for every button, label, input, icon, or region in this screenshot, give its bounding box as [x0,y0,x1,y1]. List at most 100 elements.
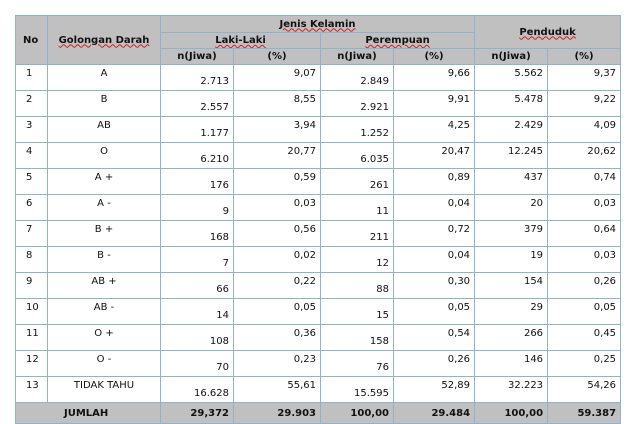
total-value-5: 100,00 [474,402,549,424]
total-value-4: 29.484 [392,402,476,424]
cell-penduduk-persen: 0,26 [547,272,622,299]
cell-penduduk-n: 146 [474,350,549,377]
table-row: 7 B + 168 0,56 211 0,72 379 0,64 [15,220,622,247]
cell-perempuan-persen: 0,89 [392,168,476,195]
table-row: 6 A - 9 0,03 11 0,04 20 0,03 [15,194,622,221]
cell-laki-n: 70 [160,350,234,377]
cell-golongan: AB - [47,298,161,325]
header-laki-n-jiwa: n(Jiwa) [160,48,234,65]
cell-laki-n: 16.628 [160,376,234,403]
cell-golongan: B + [47,220,161,247]
cell-golongan: O [47,142,161,169]
cell-laki-n: 2.557 [160,90,234,117]
cell-no: 7 [15,220,48,247]
table-row: 8 B - 7 0,02 12 0,04 19 0,03 [15,246,622,273]
cell-perempuan-persen: 0,54 [392,324,476,351]
cell-penduduk-persen: 4,09 [547,116,622,143]
cell-no: 9 [15,272,48,299]
cell-golongan: O + [47,324,161,351]
cell-perempuan-persen: 9,91 [392,90,476,117]
cell-laki-n: 168 [160,220,234,247]
cell-no: 12 [15,350,48,377]
cell-penduduk-n: 437 [474,168,549,195]
cell-laki-persen: 20,77 [233,142,321,169]
total-value-3: 100,00 [320,402,394,424]
total-value-6: 59.387 [547,402,622,424]
blood-type-table-container: No Golongan Darah Jenis Kelamin Penduduk… [15,15,622,424]
table-row: 5 A + 176 0,59 261 0,89 437 0,74 [15,168,622,195]
header-perempuan-persen: (%) [392,48,476,65]
cell-golongan: A [47,64,161,91]
cell-penduduk-n: 19 [474,246,549,273]
cell-laki-n: 14 [160,298,234,325]
table-row: 4 O 6.210 20,77 6.035 20,47 12.245 20,62 [15,142,622,169]
cell-golongan: TIDAK TAHU [47,376,161,403]
header-perempuan: Perempuan [319,32,476,49]
cell-laki-persen: 0,05 [233,298,321,325]
cell-no: 11 [15,324,48,351]
cell-laki-persen: 0,56 [233,220,321,247]
cell-perempuan-persen: 0,05 [392,298,476,325]
cell-perempuan-n: 2.849 [320,64,394,91]
cell-penduduk-n: 5.562 [474,64,549,91]
header-laki-persen: (%) [233,48,321,65]
table-row: 2 B 2.557 8,55 2.921 9,91 5.478 9,22 [15,90,622,117]
cell-perempuan-n: 261 [320,168,394,195]
cell-penduduk-n: 379 [474,220,549,247]
header-penduduk-persen: (%) [547,48,622,65]
cell-no: 5 [15,168,48,195]
cell-perempuan-persen: 0,26 [392,350,476,377]
header-perempuan-n-jiwa: n(Jiwa) [320,48,394,65]
cell-laki-persen: 0,36 [233,324,321,351]
cell-laki-n: 176 [160,168,234,195]
cell-golongan: AB [47,116,161,143]
header-penduduk: Penduduk [474,15,622,49]
cell-laki-n: 1.177 [160,116,234,143]
cell-perempuan-persen: 52,89 [392,376,476,403]
cell-penduduk-persen: 20,62 [547,142,622,169]
cell-perempuan-n: 158 [320,324,394,351]
cell-perempuan-persen: 0,72 [392,220,476,247]
cell-laki-n: 108 [160,324,234,351]
cell-penduduk-persen: 0,05 [547,298,622,325]
table-row: 9 AB + 66 0,22 88 0,30 154 0,26 [15,272,622,299]
cell-laki-n: 7 [160,246,234,273]
cell-penduduk-persen: 0,03 [547,194,622,221]
cell-perempuan-persen: 9,66 [392,64,476,91]
cell-perempuan-n: 211 [320,220,394,247]
cell-laki-persen: 0,22 [233,272,321,299]
cell-perempuan-persen: 4,25 [392,116,476,143]
cell-laki-persen: 0,02 [233,246,321,273]
total-value-2: 29.903 [233,402,321,424]
cell-penduduk-persen: 54,26 [547,376,622,403]
cell-penduduk-n: 266 [474,324,549,351]
cell-penduduk-n: 29 [474,298,549,325]
cell-laki-n: 9 [160,194,234,221]
cell-laki-persen: 0,03 [233,194,321,221]
blood-type-table: No Golongan Darah Jenis Kelamin Penduduk… [15,15,622,424]
cell-penduduk-persen: 9,37 [547,64,622,91]
cell-no: 2 [15,90,48,117]
cell-penduduk-persen: 0,64 [547,220,622,247]
table-row: 10 AB - 14 0,05 15 0,05 29 0,05 [15,298,622,325]
cell-laki-n: 6.210 [160,142,234,169]
cell-laki-persen: 8,55 [233,90,321,117]
cell-laki-n: 2.713 [160,64,234,91]
total-value-1: 29,372 [160,402,234,424]
cell-golongan: A + [47,168,161,195]
cell-golongan: A - [47,194,161,221]
cell-laki-persen: 0,23 [233,350,321,377]
cell-golongan: O - [47,350,161,377]
header-penduduk-n-jiwa: n(Jiwa) [474,48,549,65]
cell-no: 8 [15,246,48,273]
cell-penduduk-n: 5.478 [474,90,549,117]
cell-penduduk-n: 154 [474,272,549,299]
header-golongan-darah: Golongan Darah [47,15,161,65]
cell-perempuan-n: 6.035 [320,142,394,169]
cell-laki-n: 66 [160,272,234,299]
cell-no: 3 [15,116,48,143]
cell-no: 10 [15,298,48,325]
total-row: JUMLAH 29,372 29.903 100,00 29.484 100,0… [15,402,622,424]
cell-laki-persen: 55,61 [233,376,321,403]
cell-perempuan-n: 12 [320,246,394,273]
